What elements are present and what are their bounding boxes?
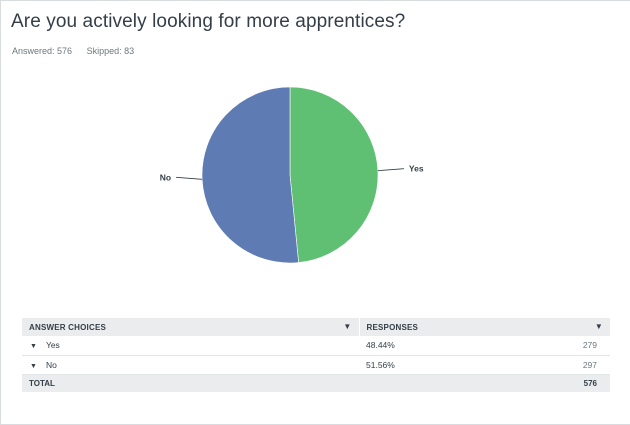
- choice-cell[interactable]: ▼ No: [22, 355, 359, 374]
- pie-label-yes: Yes: [409, 164, 424, 174]
- percent-cell: 51.56%: [366, 359, 395, 370]
- pie-chart: Yes No: [160, 86, 424, 264]
- choice-cell[interactable]: ▼ Yes: [22, 336, 359, 355]
- leader-line-no: [176, 176, 203, 180]
- answer-choices-header-label: ANSWER CHOICES: [29, 322, 107, 332]
- sort-caret-icon[interactable]: ▼: [594, 322, 603, 331]
- responses-header[interactable]: RESPONSES ▼: [359, 318, 610, 336]
- response-summary: Answered: 576 Skipped: 83: [12, 46, 146, 56]
- skipped-count: Skipped: 83: [86, 46, 135, 56]
- answer-choices-header[interactable]: ANSWER CHOICES ▼: [22, 318, 360, 336]
- total-count: 576: [583, 378, 597, 388]
- pie-slice-yes[interactable]: [289, 86, 379, 263]
- expand-triangle-icon[interactable]: ▼: [30, 343, 37, 351]
- leader-line-yes: [377, 168, 404, 172]
- table-row-no: ▼ No 51.56% 297: [22, 355, 610, 374]
- choice-label: Yes: [45, 340, 60, 351]
- percent-cell: 48.44%: [366, 340, 395, 351]
- total-spacer: [359, 374, 499, 392]
- answered-count: Answered: 576: [12, 46, 73, 56]
- table-header-row: ANSWER CHOICES ▼ RESPONSES ▼: [22, 318, 610, 336]
- total-label: TOTAL: [29, 378, 55, 388]
- responses-header-label: RESPONSES: [366, 322, 419, 332]
- count-cell: 297: [582, 359, 597, 370]
- count-cell: 279: [582, 340, 597, 351]
- pie-label-no: No: [160, 172, 171, 182]
- table-row-yes: ▼ Yes 48.44% 279: [22, 336, 610, 355]
- pie-slice-no[interactable]: [201, 86, 299, 264]
- response-table: ANSWER CHOICES ▼ RESPONSES ▼ ▼ Yes 48.44%…: [22, 318, 610, 392]
- question-title: Are you actively looking for more appren…: [11, 11, 406, 32]
- sort-caret-icon[interactable]: ▼: [343, 322, 352, 331]
- table-total-row: TOTAL 576: [22, 374, 610, 392]
- choice-label: No: [45, 359, 57, 370]
- expand-triangle-icon[interactable]: ▼: [30, 362, 37, 370]
